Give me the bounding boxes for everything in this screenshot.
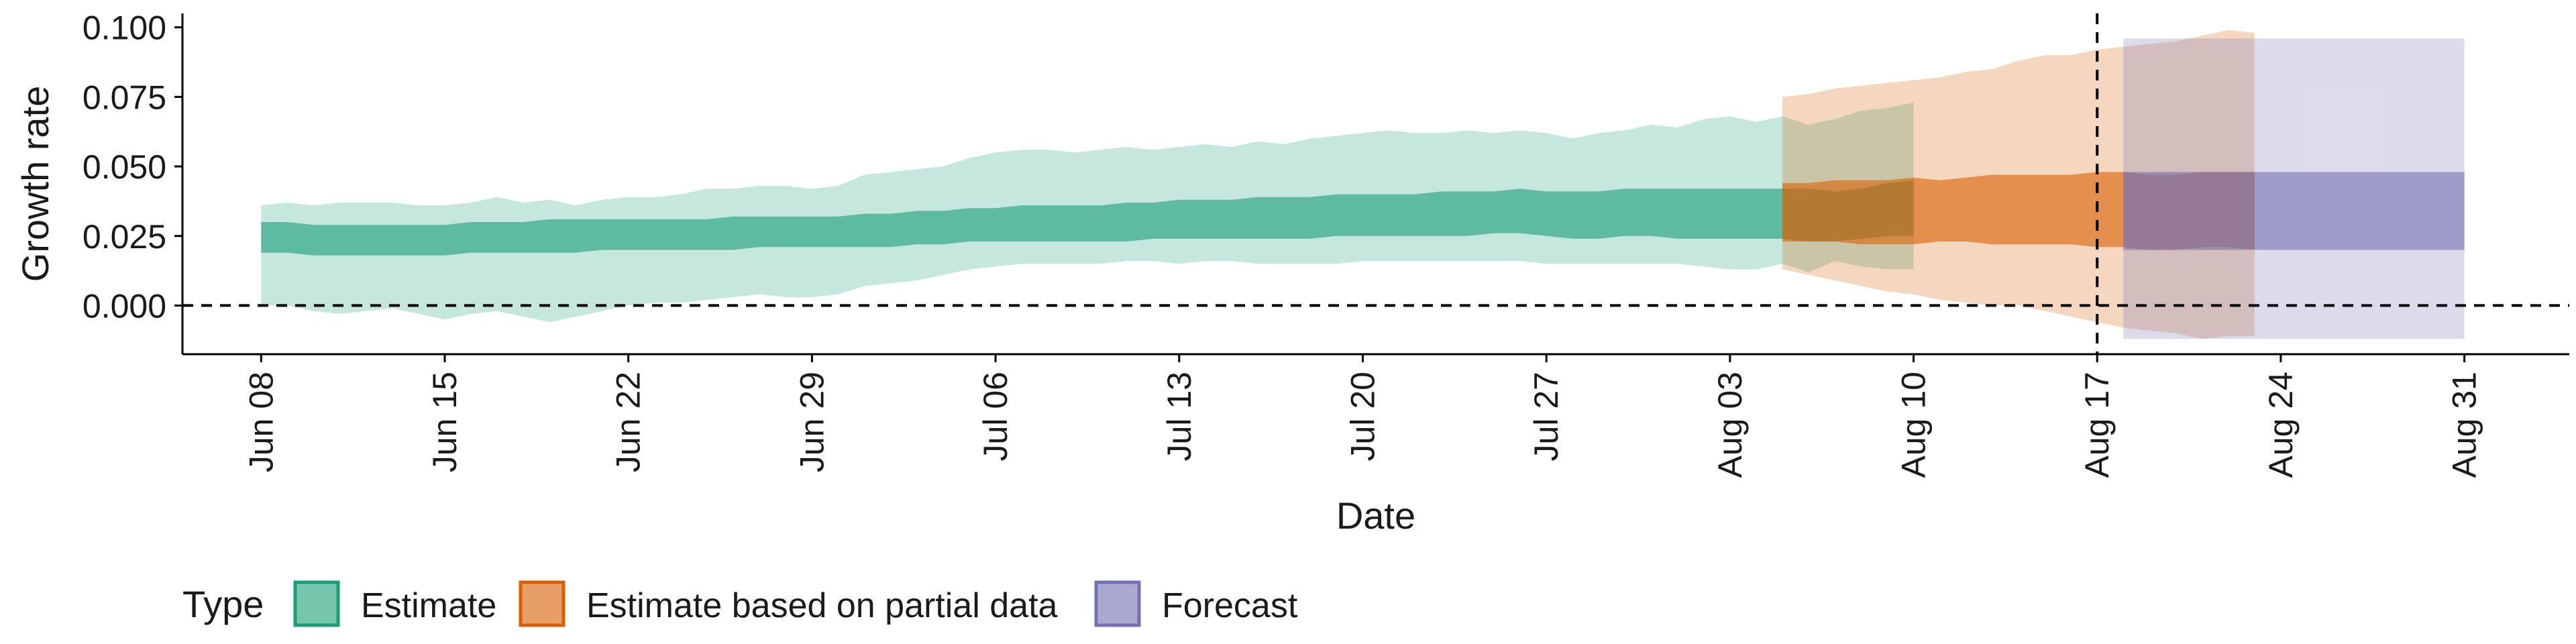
- forecast-inner-band: [2123, 172, 2465, 250]
- y-tick-label: 0.000: [83, 287, 166, 325]
- y-axis-title: Growth rate: [14, 86, 56, 282]
- x-tick-label: Jun 22: [610, 372, 647, 472]
- bands-layer: [261, 30, 2465, 339]
- x-tick-label: Jun 15: [426, 372, 464, 472]
- legend: Type Estimate Estimate based on partial d…: [182, 580, 1298, 627]
- x-tick-label: Aug 17: [2078, 372, 2116, 478]
- x-tick-label: Jul 13: [1161, 372, 1198, 461]
- y-tick-label: 0.100: [83, 9, 166, 47]
- y-tick-label: 0.050: [83, 148, 166, 186]
- x-tick-label: Aug 10: [1895, 372, 1933, 478]
- y-tick-label: 0.025: [83, 218, 166, 256]
- x-tick-label: Jul 20: [1344, 372, 1381, 461]
- reference-lines: [182, 13, 2569, 354]
- y-ticks: 0.000 0.025 0.050 0.075 0.100: [83, 9, 182, 325]
- x-ticks: Jun 08 Jun 15 Jun 22 Jun 29 Jul 06 Jul 13 Jul …: [242, 354, 2483, 478]
- x-tick-label: Jun 08: [242, 372, 280, 472]
- x-tick-label: Jul 27: [1527, 372, 1565, 461]
- x-tick-label: Aug 31: [2446, 372, 2483, 478]
- legend-key-estimate-based-on-partial-data: [519, 580, 566, 627]
- x-tick-label: Aug 03: [1711, 372, 1749, 478]
- legend-key-forecast: [1094, 580, 1141, 627]
- x-tick-label: Jun 29: [793, 372, 830, 472]
- legend-key-estimate: [293, 580, 340, 627]
- legend-title: Type: [182, 583, 264, 625]
- x-axis-title: Date: [1336, 494, 1415, 537]
- x-tick-label: Jul 06: [977, 372, 1014, 461]
- legend-label-forecast: Forecast: [1162, 586, 1298, 625]
- legend-entries: Estimate Estimate based on partial data Fo…: [293, 580, 1298, 627]
- estimate-inner-band: [261, 180, 1914, 256]
- legend-label-estimate: Estimate: [361, 586, 496, 625]
- y-tick-label: 0.075: [83, 78, 166, 116]
- x-tick-label: Aug 24: [2262, 372, 2300, 478]
- legend-label-estimate-based-on-partial-data: Estimate based on partial data: [586, 586, 1058, 625]
